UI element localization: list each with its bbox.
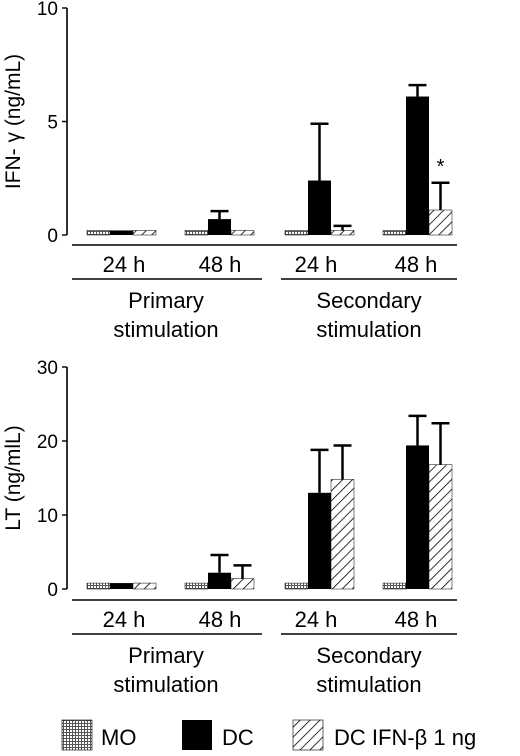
bar-dc <box>110 583 133 589</box>
group-label-line: Secondary <box>316 288 421 313</box>
legend-label-mo: MO <box>101 725 136 750</box>
bar-dc <box>308 180 331 235</box>
bar-mo <box>184 582 209 590</box>
y-tick-label: 10 <box>37 506 58 527</box>
group-label-line: stimulation <box>113 317 218 342</box>
bar-mo <box>284 230 309 236</box>
category-label: 48 h <box>395 252 438 277</box>
group-label-line: Primary <box>128 288 204 313</box>
bar-dc <box>110 230 133 235</box>
bar-dc <box>406 445 429 589</box>
legend: MO DC DC IFN-β 1 ng <box>61 719 476 751</box>
bar-dc-ifn <box>330 230 355 236</box>
category-label: 24 h <box>103 607 146 632</box>
bar-mo <box>86 230 111 236</box>
legend-swatch-mo <box>61 719 93 751</box>
bar-dc-ifn <box>330 479 355 590</box>
bar-mo <box>382 230 407 236</box>
y-tick-label: 5 <box>47 113 58 134</box>
y-tick-label: 0 <box>47 226 58 247</box>
y-axis-label: IFN- γ (ng/mL) <box>2 54 25 189</box>
group-label-line: stimulation <box>113 672 218 697</box>
chart-panels: 0 5 10 IFN- γ (ng/mL) * 24 h 48 h 24 h 48 h Prima… <box>2 0 457 697</box>
legend-label-dc: DC <box>222 725 254 750</box>
chart-panel-1: 0 5 10 IFN- γ (ng/mL) * 24 h 48 h 24 h 48 h Prima… <box>2 0 457 342</box>
bar-mo <box>382 582 407 590</box>
category-label: 24 h <box>295 252 338 277</box>
bar-mo <box>86 582 111 590</box>
bar-dc-ifn <box>230 578 255 590</box>
legend-swatch-dc-ifn <box>292 719 324 751</box>
category-label: 24 h <box>103 252 146 277</box>
bar-dc <box>308 492 331 589</box>
y-tick-label: 10 <box>37 0 58 20</box>
bar-dc-ifn <box>132 582 157 590</box>
group-label-line: Secondary <box>316 643 421 668</box>
category-label: 48 h <box>395 607 438 632</box>
bar-dc-ifn <box>132 230 157 236</box>
legend-swatch-dc <box>182 720 212 750</box>
bar-mo <box>184 230 209 236</box>
bar-dc <box>208 219 231 235</box>
bar-dc-ifn <box>230 230 255 236</box>
group-label-line: stimulation <box>316 317 421 342</box>
bar-dc-ifn <box>428 209 453 236</box>
chart-panel-2: 0 10 20 30 LT (ng/mlL) 24 h 48 h 24 h 48 h Primar… <box>2 358 457 697</box>
bar-dc-ifn <box>428 464 453 590</box>
category-label: 24 h <box>295 607 338 632</box>
group-label-line: Primary <box>128 643 204 668</box>
y-tick-label: 20 <box>37 432 58 453</box>
bar-mo <box>284 582 309 590</box>
y-tick-label: 0 <box>47 580 58 601</box>
y-axis-label: LT (ng/mlL) <box>2 425 25 530</box>
legend-label-dc-ifn: DC IFN-β 1 ng <box>334 725 476 750</box>
category-label: 48 h <box>199 607 242 632</box>
y-tick-label: 30 <box>37 358 58 379</box>
bar-dc <box>208 572 231 589</box>
category-label: 48 h <box>199 252 242 277</box>
group-label-line: stimulation <box>316 672 421 697</box>
bar-dc <box>406 96 429 235</box>
significance-marker: * <box>437 156 445 178</box>
